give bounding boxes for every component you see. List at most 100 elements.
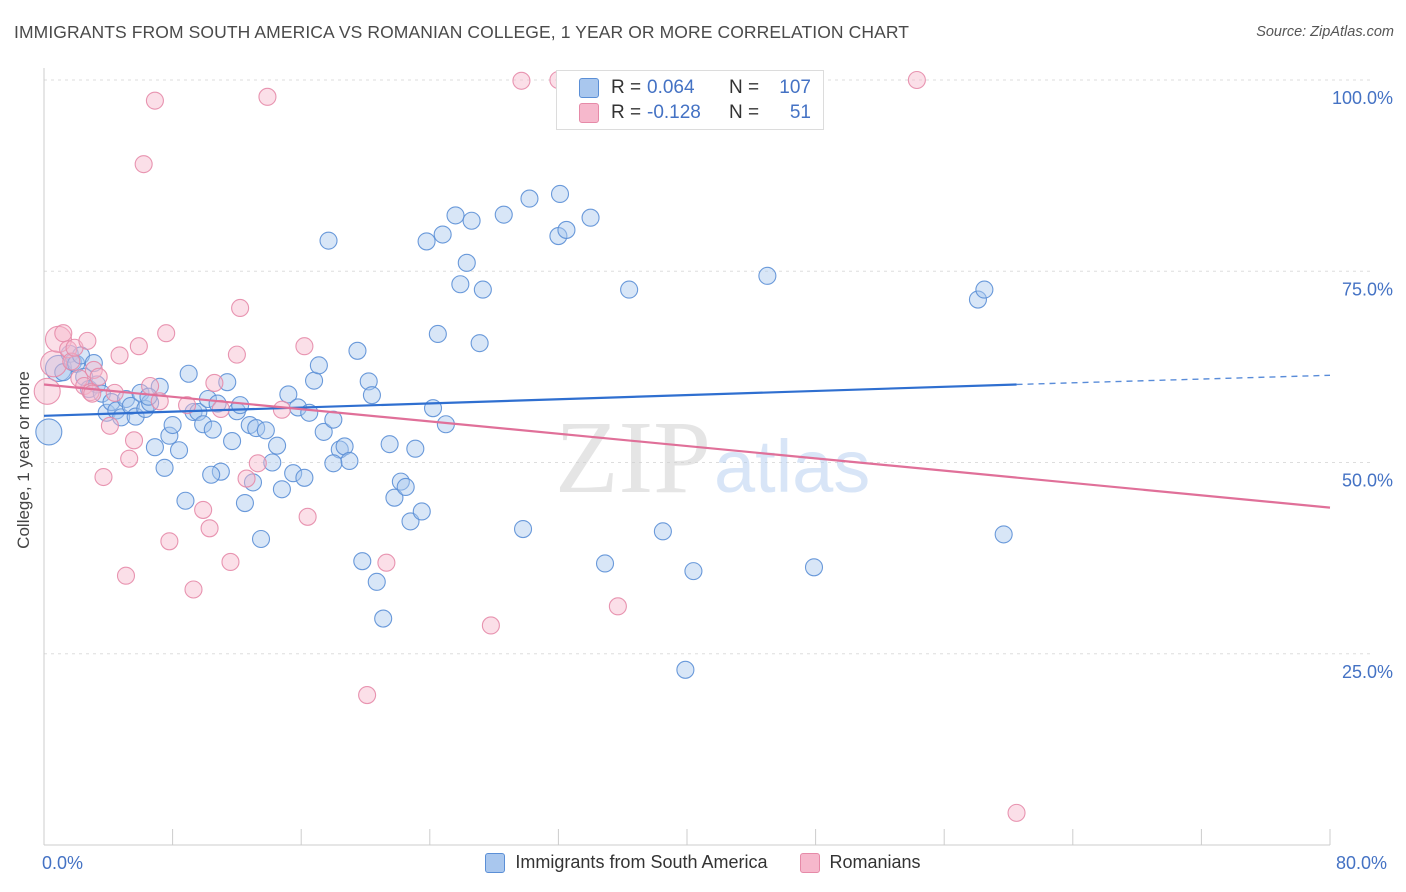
pink-swatch [579, 103, 599, 123]
blue-point [314, 422, 333, 441]
n-label: N = [729, 77, 760, 98]
pink-point [237, 469, 256, 488]
blue-point [231, 396, 250, 415]
legend-label-romanians: Romanians [829, 852, 921, 872]
blue-point [520, 189, 539, 208]
blue-point [975, 280, 994, 299]
legend-swatch-pink [799, 852, 820, 873]
blue-point [353, 552, 372, 571]
gridlines [44, 79, 1370, 655]
blue-point [218, 373, 237, 392]
trend-lines [43, 374, 1331, 509]
pink-point [116, 566, 136, 585]
pink-point [481, 616, 500, 635]
blue-point [348, 341, 367, 360]
blue-point [194, 415, 213, 434]
blue-point [968, 290, 988, 309]
blue-point [359, 372, 378, 391]
pink-point [62, 352, 81, 371]
legend-item-south-america[interactable]: Immigrants from South America [485, 852, 768, 873]
source-label: Source: ZipAtlas.com [1256, 24, 1394, 40]
x-tick-min: 0.0% [42, 853, 84, 873]
blue-point [145, 438, 164, 457]
pink-point [54, 324, 73, 343]
stats-box: R = 0.064 N = 107 R = -0.128 N = 51 [556, 70, 824, 130]
pink-point [358, 686, 377, 705]
pink-point [221, 552, 240, 572]
pink-point [100, 416, 119, 435]
blue-point [208, 394, 227, 413]
blue-point [451, 275, 470, 294]
pink-point [110, 346, 129, 365]
stats-row-blue: R = 0.064 N = 107 [579, 76, 811, 100]
blue-r-value: 0.064 [647, 77, 695, 98]
pink-point [298, 507, 317, 526]
blue-point [470, 334, 489, 353]
blue-point [203, 420, 222, 439]
blue-point [385, 488, 404, 507]
pink-point [227, 345, 246, 364]
watermark-atlas: atlas [714, 425, 870, 508]
blue-point [324, 454, 343, 473]
pink-point [200, 519, 219, 538]
blue-point [309, 356, 328, 375]
r-label: R = [611, 102, 642, 123]
blue-point [284, 464, 303, 483]
chart-title: IMMIGRANTS FROM SOUTH AMERICA VS ROMANIA… [14, 22, 910, 42]
legend-swatch-blue [485, 852, 506, 873]
blue-point [374, 609, 393, 628]
blue-point [223, 432, 242, 451]
blue-point [211, 462, 230, 481]
blue-point [446, 206, 465, 225]
pink-point [40, 350, 68, 378]
blue-point [121, 396, 140, 415]
pink-point [129, 337, 148, 356]
blue-point [676, 660, 695, 679]
blue-point [595, 554, 615, 573]
blue-point [457, 253, 476, 272]
pink-n-value: 51 [789, 102, 811, 123]
r-label: R = [611, 77, 642, 98]
blue-point [994, 525, 1013, 544]
blue-point [428, 324, 447, 344]
blue-point [391, 472, 410, 491]
blue-point [84, 353, 103, 373]
y-tick-labels: 100.0% 75.0% 50.0% 25.0% [1332, 88, 1393, 682]
blue-point [433, 225, 452, 244]
blue-point [256, 421, 275, 440]
pink-point [120, 449, 139, 468]
blue-point [684, 562, 703, 581]
blue-point [758, 266, 777, 285]
legend-label-south-america: Immigrants from South America [515, 852, 768, 872]
pink-point [907, 70, 926, 90]
y-tick-label: 50.0% [1342, 471, 1393, 491]
pink-point [608, 597, 627, 616]
legend-item-romanians[interactable]: Romanians [799, 852, 921, 873]
pink-point [194, 500, 213, 519]
blue-point [804, 558, 824, 577]
blue-point [335, 437, 354, 456]
blue-point [550, 184, 570, 204]
pink-point [184, 580, 203, 599]
blue-point [263, 453, 282, 472]
legend: Immigrants from South America Romanians [0, 852, 1406, 873]
blue-point [169, 441, 189, 460]
blue-point [305, 371, 324, 390]
watermark-zip: ZIP [555, 400, 711, 515]
pink-point [33, 377, 61, 405]
blue-trend-line [43, 383, 1017, 417]
blue-point [406, 439, 425, 458]
blue-point [653, 522, 672, 541]
blue-point [380, 435, 399, 454]
pink-point [157, 324, 176, 343]
pink-point [141, 376, 160, 396]
blue-point [340, 451, 359, 471]
pink-point [205, 373, 224, 392]
blue-point [412, 502, 431, 521]
blue-point [462, 211, 481, 230]
blue-point [67, 354, 86, 373]
x-tick-max: 80.0% [1336, 853, 1388, 873]
pink-point [377, 553, 396, 572]
y-tick-label: 25.0% [1342, 662, 1393, 682]
